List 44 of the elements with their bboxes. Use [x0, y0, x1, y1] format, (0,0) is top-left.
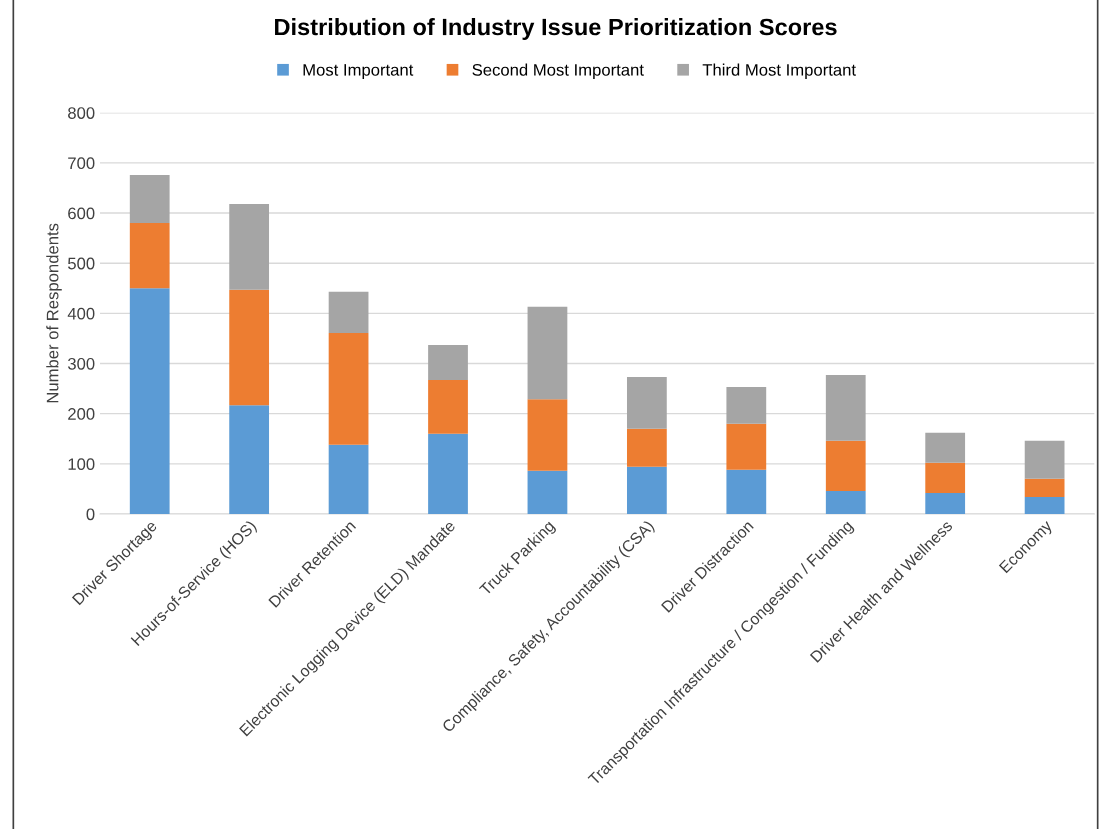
- bar: [1024, 440, 1065, 479]
- legend-label: Most Important: [303, 64, 414, 80]
- legend-label: Second Most Important: [472, 63, 644, 80]
- bar: [328, 332, 369, 445]
- bar: [328, 444, 369, 514]
- bar: [726, 469, 767, 514]
- legend-label: Third Most Important: [702, 63, 856, 80]
- y-tick-label: 200: [68, 408, 95, 420]
- y-tick-label: 700: [68, 157, 95, 170]
- y-tick-label: 500: [67, 257, 95, 270]
- y-tick-label: 0: [86, 508, 95, 521]
- bar: [825, 375, 866, 441]
- bar: [726, 387, 767, 424]
- bar: [825, 490, 866, 514]
- bar: [1024, 478, 1065, 497]
- y-tick-label: 300: [67, 357, 95, 370]
- bar: [428, 380, 468, 434]
- bar: [229, 204, 270, 290]
- y-tick-label: 800: [68, 107, 95, 119]
- bar: [229, 405, 270, 514]
- y-tick-label: 600: [68, 207, 95, 220]
- bar: [328, 291, 369, 333]
- y-tick-label: 400: [67, 307, 95, 320]
- bar: [229, 289, 270, 406]
- bar: [129, 174, 170, 224]
- y-axis-title: Number of Respondents: [46, 223, 62, 403]
- bar: [925, 432, 966, 463]
- bar: [726, 423, 767, 470]
- bar: [428, 344, 468, 381]
- bar: [626, 466, 667, 514]
- bar: [527, 470, 568, 514]
- bar: [428, 433, 468, 514]
- bar: [626, 428, 667, 467]
- bar: [626, 377, 667, 429]
- bar: [925, 462, 966, 493]
- bar: [925, 492, 966, 514]
- bar: [129, 288, 170, 514]
- bar: [825, 440, 866, 491]
- bar: [1024, 496, 1065, 514]
- y-tick-label: 100: [68, 458, 95, 471]
- bar: [129, 223, 170, 289]
- chart-title: Distribution of Industry Issue Prioritization Scores: [275, 18, 837, 41]
- bar: [527, 306, 568, 400]
- bar: [527, 399, 568, 471]
